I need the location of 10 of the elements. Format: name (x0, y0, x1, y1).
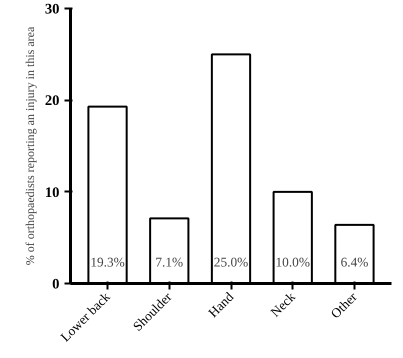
y-tick-label: 20 (44, 93, 60, 110)
y-tick-label: 10 (44, 184, 60, 201)
y-axis-title: % of orthopaedists reporting an injury in this area (22, 26, 37, 266)
y-tick-label: 0 (52, 276, 60, 292)
data-label: 7.1% (155, 254, 184, 270)
data-label: 10.0% (276, 254, 310, 270)
y-tick-label: 30 (44, 2, 60, 18)
data-label: 25.0% (214, 254, 248, 270)
data-label: 19.3% (90, 254, 125, 270)
data-label: 6.4% (340, 254, 368, 270)
